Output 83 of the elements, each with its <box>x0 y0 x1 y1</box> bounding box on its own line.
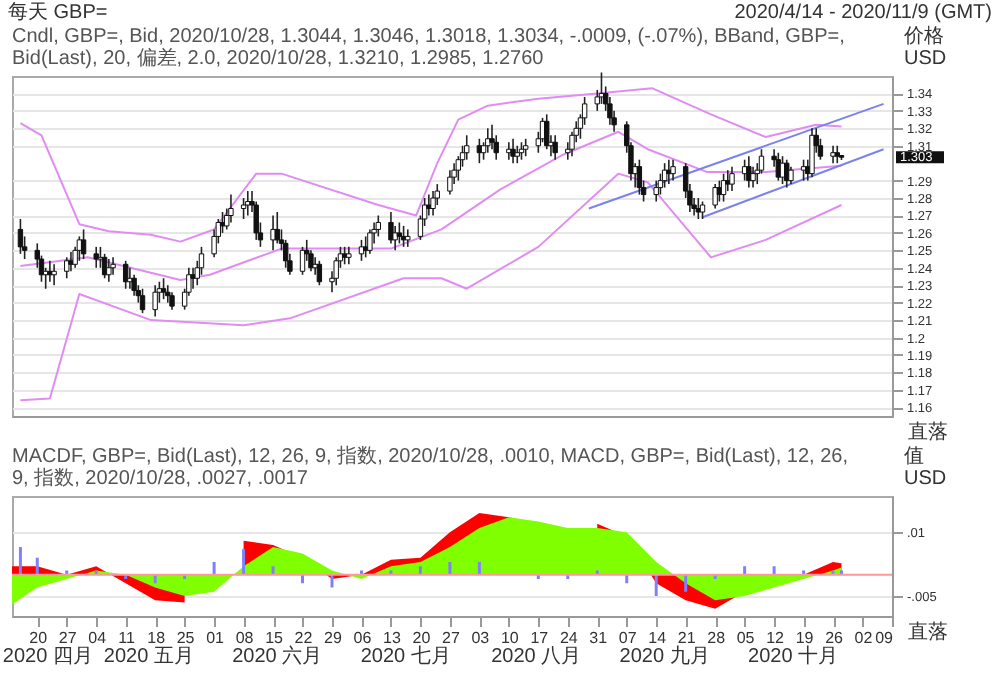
candlestick <box>809 127 815 178</box>
candlestick <box>165 284 171 304</box>
x-tick-label: 12 <box>766 629 786 647</box>
candlestick <box>17 218 24 255</box>
candlestick <box>388 211 394 245</box>
candlestick <box>240 197 247 220</box>
candlestick <box>430 190 436 217</box>
line-series <box>19 87 843 243</box>
candlestick <box>712 183 718 210</box>
x-tick-label: 19 <box>795 629 815 647</box>
candlestick <box>367 228 373 255</box>
text: Cndl, GBP=, Bid, 2020/10/28, 1.3044, 1.3046, 1.3018, 1.3034, -.0009, (-.07%), BBand, GBP=, Bid(Last), 20, 偏差, 2.0, 2020/10/28, 1.3210, 1.2985, 1.2760 <box>12 26 845 70</box>
candlestick <box>139 287 146 314</box>
x-tick-label: 25 <box>176 629 196 647</box>
y-axis-title: 价格 USD <box>902 24 947 70</box>
candlestick <box>274 211 280 245</box>
x-tick-label: 14 <box>648 629 668 647</box>
candlestick <box>775 151 782 182</box>
x-tick-label: 09 <box>875 629 895 647</box>
x-tick-label: 18 <box>147 629 167 647</box>
text: 2020 十月 <box>748 644 839 668</box>
candlestick <box>160 277 167 300</box>
candlestick <box>110 256 116 276</box>
candlestick <box>405 228 411 248</box>
line-series <box>19 130 843 281</box>
x-tick-label: 26 <box>825 629 845 647</box>
candlestick <box>375 214 382 238</box>
text: 2020 四月 <box>2 646 93 668</box>
x-tick-label: 07 <box>618 629 638 647</box>
text: 2020 七月 <box>360 644 451 668</box>
candlestick <box>299 246 306 276</box>
text: 直落 <box>908 420 948 444</box>
text: 2020 六月 <box>232 644 323 668</box>
candlestick <box>228 193 234 224</box>
candlestick <box>64 256 70 280</box>
x-tick-label: 03 <box>471 629 491 647</box>
candlestick <box>510 137 516 164</box>
x-tick-label: 31 <box>589 629 609 647</box>
x-tick-label: 06 <box>353 629 373 647</box>
x-tick-label: 01 <box>206 629 226 647</box>
x-tick-label: 04 <box>88 629 108 647</box>
x-tick-label: 27 <box>58 629 78 647</box>
candlestick <box>746 155 752 189</box>
candlestick <box>396 221 403 245</box>
candlestick <box>51 263 57 287</box>
x-tick-label: 17 <box>530 629 550 647</box>
chart-title: 每天 GBP= <box>8 0 108 26</box>
x-tick-label: 13 <box>383 629 402 647</box>
text: 2020 九月 <box>619 644 710 668</box>
chart-subtitle: 2020/4/14 - 2020/11/9 (GMT) <box>734 1 992 23</box>
x-tick-label: 15 <box>265 629 285 647</box>
text: 2020 五月 <box>103 646 194 668</box>
candlestick <box>80 228 87 260</box>
x-tick-label: 02 <box>854 629 874 647</box>
candlestick <box>131 273 137 297</box>
candlestick <box>670 158 676 182</box>
text: MACDF, GBP=, Bid(Last), 12, 26, 9, 指数, 2020/10/28, .0010, MACD, GBP=, Bid(Last), 12, 26, 9, 指数, 2020/10/28, .0027, .0017 <box>12 444 848 490</box>
candlestick <box>152 284 158 318</box>
line-series <box>19 172 843 402</box>
candlestick <box>122 260 129 290</box>
candlestick <box>106 258 112 283</box>
candlestick <box>653 179 659 203</box>
x-tick-label: 20 <box>29 629 49 647</box>
candlestick <box>447 169 453 196</box>
x-tick-label: 29 <box>324 629 343 647</box>
x-tick-label: 20 <box>412 629 432 647</box>
candlestick <box>93 246 99 269</box>
candlestick <box>485 127 491 154</box>
x-tick-label: 24 <box>559 629 579 647</box>
text: 2020 八月 <box>491 646 582 668</box>
text: 直落 <box>908 620 948 644</box>
candlestick <box>464 134 470 161</box>
x-tick-label: 10 <box>500 629 520 647</box>
x-tick-label: 22 <box>294 629 314 647</box>
candlestick <box>316 260 323 287</box>
x-tick-label: 05 <box>736 629 756 647</box>
x-tick-label: 08 <box>235 629 255 647</box>
x-tick-label: 28 <box>707 629 727 647</box>
y-axis-title: 值 USD <box>904 446 947 490</box>
x-tick-label: 27 <box>441 629 461 647</box>
x-tick-label: 21 <box>677 629 697 647</box>
candlestick <box>729 165 735 192</box>
x-tick-label: 11 <box>118 629 137 647</box>
